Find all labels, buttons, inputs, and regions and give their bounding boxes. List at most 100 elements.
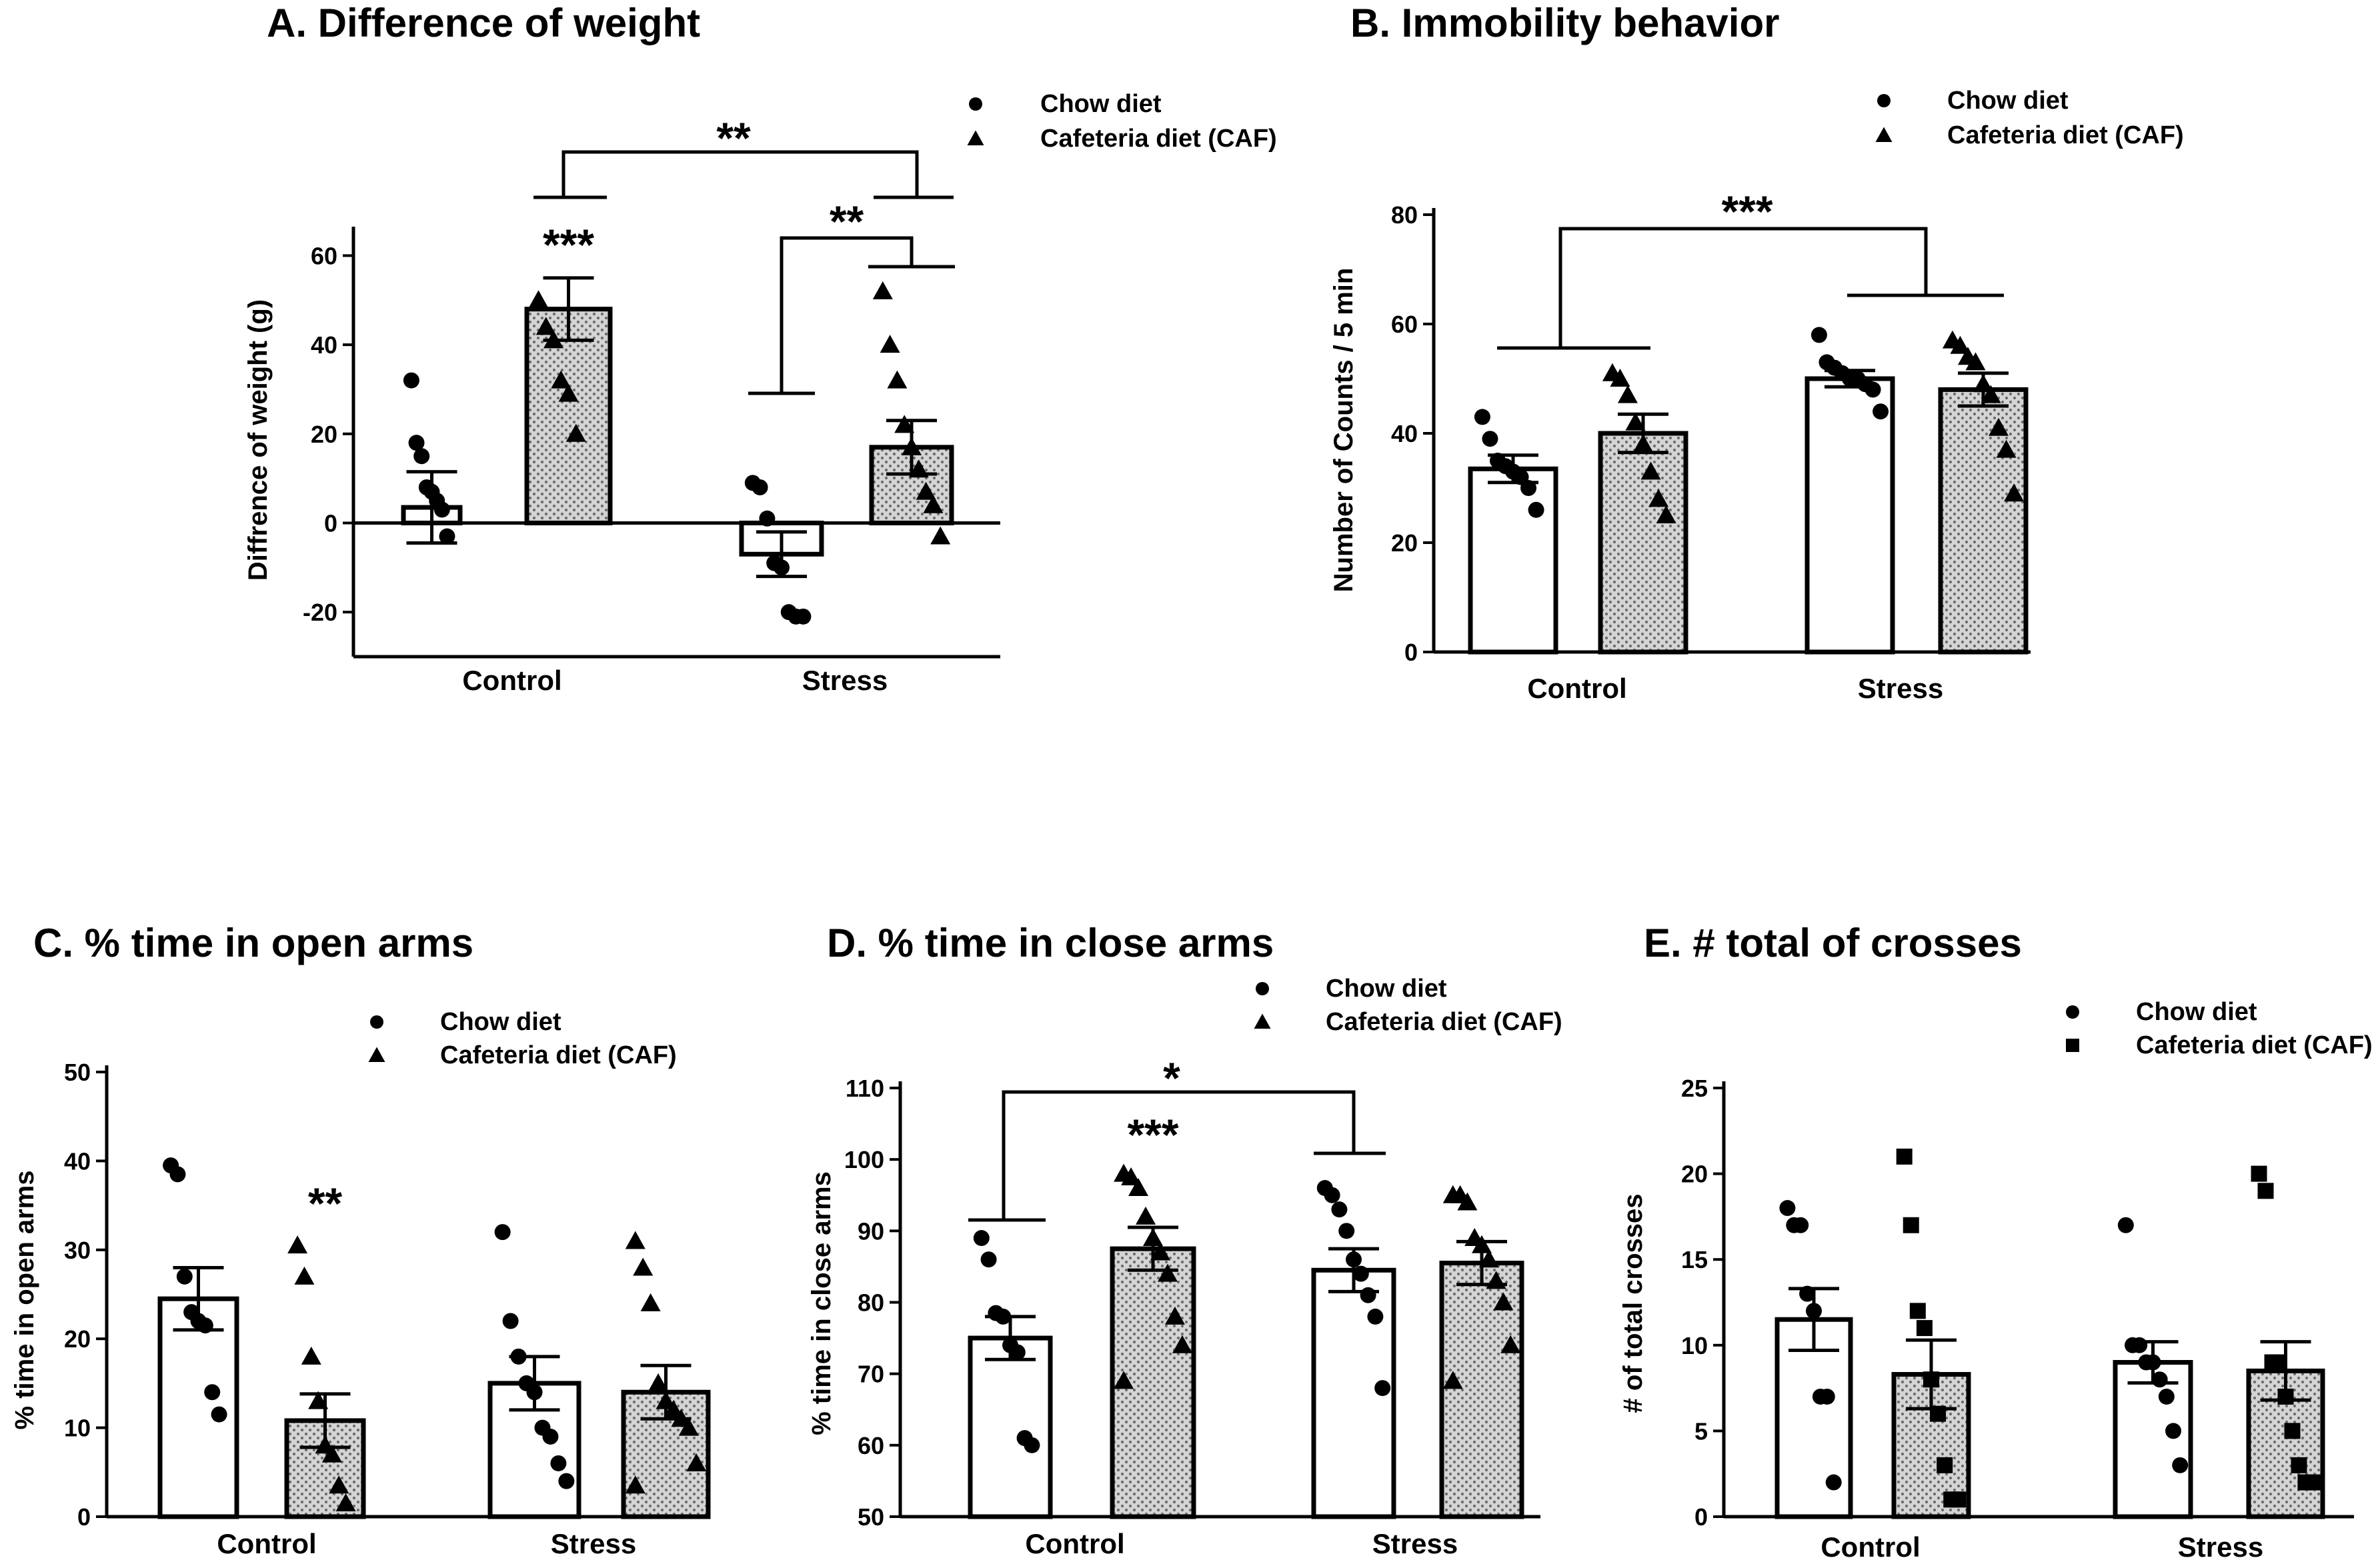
data-point [301,1346,321,1365]
data-point [1996,439,2017,458]
data-point [408,435,425,451]
data-point [1909,1303,1926,1319]
data-point [1338,1223,1355,1239]
y-axis-label: Diffrence of weight (g) [243,299,273,581]
data-point [1121,1167,1142,1185]
data-point [648,1373,669,1391]
data-point [1640,461,1661,480]
data-point [1009,1344,1026,1361]
bar [2113,1360,2193,1519]
data-point [176,1268,193,1285]
data-point [2284,1423,2301,1439]
significance-label: ** [716,113,751,163]
data-point [1157,1263,1178,1282]
bar [1598,431,1688,655]
legend-marker [1877,94,1891,107]
data-point [535,317,556,335]
data-point [1981,385,2001,403]
data-point [902,437,922,455]
y-tick-label: 40 [311,331,337,359]
data-point [2277,1388,2294,1405]
legend-marker [1256,982,1269,995]
data-point [1865,381,1881,398]
significance-label: *** [543,220,594,269]
legend-label: Chow diet [1947,87,2069,115]
data-point [1150,1242,1170,1261]
data-point [2304,1474,2321,1491]
y-tick-label: 10 [64,1415,91,1442]
data-point [894,415,915,433]
y-tick-label: 25 [1681,1075,1708,1102]
data-point [335,1493,356,1511]
data-point [1474,409,1490,425]
chart-title: D. % time in close arms [827,921,1274,965]
panel-a: A. Difference of weight -20 0 20 40 60 Diffren… [243,1,1277,696]
data-point [1136,1206,1156,1225]
data-point [439,528,455,545]
significance-label: ** [830,197,864,246]
data-point [1143,1228,1163,1247]
data-point [1930,1405,1947,1422]
data-point [2004,483,2025,502]
data-point [1937,1457,1953,1473]
y-tick-label: 60 [1391,311,1418,338]
significance-label: *** [1127,1110,1178,1159]
data-point [510,1348,527,1365]
y-tick-label: 30 [64,1237,91,1264]
data-point [1352,1265,1369,1282]
data-point [1617,385,1638,403]
data-point [887,370,908,389]
y-axis-label: # of total crosses [1618,1193,1648,1413]
data-point [1457,1192,1478,1211]
data-point [752,479,768,495]
legend-label: Chow diet [1326,975,1447,1003]
y-tick-label: 10 [1681,1332,1708,1359]
data-point [1799,1285,1816,1302]
x-tick-label: Stress [551,1528,636,1559]
data-point [169,1166,186,1183]
significance-label: * [1163,1053,1180,1103]
data-point [663,1399,684,1418]
data-point [2172,1457,2189,1473]
data-point [1793,1217,1809,1233]
y-tick-label: 50 [858,1503,884,1531]
data-point [543,330,563,349]
data-point [1825,1474,1842,1491]
y-tick-label: 5 [1694,1417,1708,1445]
data-point [1625,412,1646,431]
y-tick-label: 100 [844,1146,884,1173]
data-point [1500,1335,1521,1353]
x-tick-label: Stress [1858,673,1943,704]
data-point [1164,1306,1185,1325]
data-point [2291,1457,2307,1473]
data-point [1528,501,1544,518]
chart-title: B. Immobility behavior [1350,1,1779,45]
data-point [1367,1308,1384,1325]
data-point [640,1293,661,1311]
x-tick-label: Stress [1372,1528,1458,1559]
data-point [1486,1271,1506,1289]
bar [968,1335,1053,1519]
data-point [329,1475,349,1494]
bar [1938,387,2029,655]
data-point [995,1308,1012,1325]
panel-b: B. Immobility behavior 0 20 40 60 80 Number of… [1329,1,2184,704]
chart-title: E. # total of crosses [1644,921,2022,965]
data-point [1903,1217,1919,1233]
panel-e: E. # total of crosses 0 5 10 15 20 25 # of tota… [1618,921,2373,1563]
data-point [1360,1287,1376,1303]
data-point [502,1313,519,1329]
data-point [678,1417,699,1436]
data-point [1648,489,1669,507]
significance-bracket [1002,1090,1356,1220]
y-tick-label: 40 [1391,420,1418,447]
legend-marker [368,1047,385,1062]
data-point [565,423,586,442]
data-point [2165,1423,2182,1439]
legend-marker [2066,1039,2079,1052]
panel-c: C. % time in open arms 0 10 20 30 40 50 % time … [10,921,711,1559]
y-tick-label: 70 [858,1361,884,1388]
data-point [1811,327,1827,343]
data-point [1896,1148,1913,1165]
